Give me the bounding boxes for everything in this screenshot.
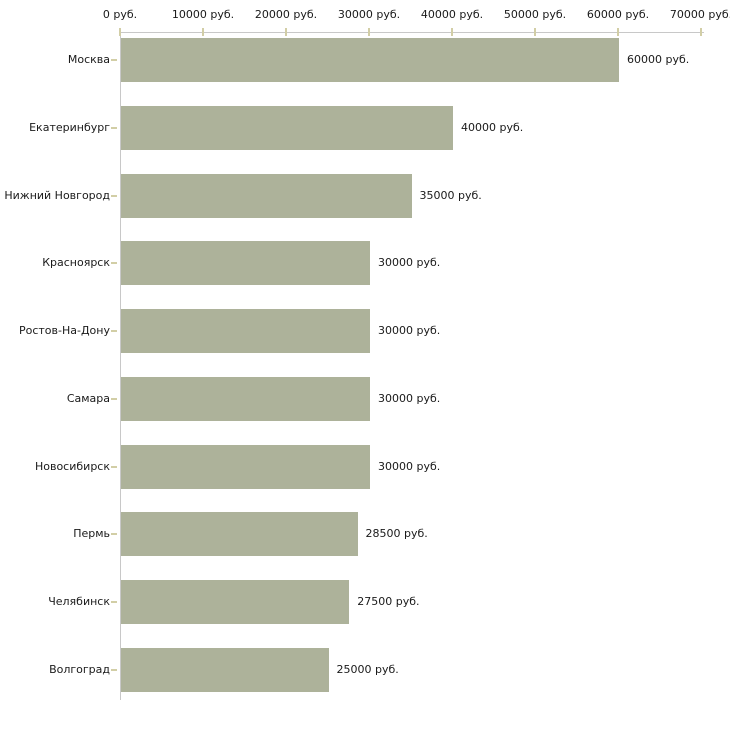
value-label: 30000 руб. (378, 324, 441, 338)
category-label: Челябинск (48, 595, 110, 609)
category-label: Нижний Новгород (4, 188, 110, 202)
bar (121, 648, 329, 693)
value-label: 30000 руб. (378, 391, 441, 405)
y-axis-tick-mark (111, 601, 117, 604)
x-axis-tick-mark (119, 28, 121, 36)
x-axis-tick-label: 50000 руб. (503, 8, 567, 21)
category-label: Волгоград (49, 663, 110, 677)
y-axis-tick-mark (111, 465, 117, 468)
x-axis-tick-label: 20000 руб. (254, 8, 318, 21)
y-axis-line (120, 32, 121, 700)
bar (121, 241, 370, 286)
y-axis-tick-mark (111, 194, 117, 197)
value-label: 30000 руб. (378, 256, 441, 270)
x-axis-tick-label: 40000 руб. (420, 8, 484, 21)
category-label: Красноярск (42, 256, 110, 270)
bar (121, 105, 453, 150)
x-axis-tick-mark (368, 28, 370, 36)
category-label: Пермь (73, 527, 110, 541)
bar (121, 376, 370, 421)
value-label: 25000 руб. (336, 663, 399, 677)
bar (121, 173, 412, 218)
value-label: 60000 руб. (627, 53, 690, 66)
y-axis-tick-mark (111, 126, 117, 129)
y-axis-tick-mark (111, 533, 117, 536)
bar (121, 580, 350, 625)
value-label: 27500 руб. (357, 595, 420, 609)
x-axis-tick-label: 70000 руб. (669, 8, 730, 21)
category-label: Новосибирск (34, 459, 110, 473)
x-axis-tick-mark (700, 28, 702, 36)
x-axis-tick-mark (285, 28, 287, 36)
category-label: Ростов-На-Дону (18, 324, 110, 338)
x-axis-tick-mark (451, 28, 453, 36)
x-axis-line (120, 32, 704, 33)
y-axis-tick-mark (111, 330, 117, 333)
x-axis-tick-label: 30000 руб. (337, 8, 401, 21)
x-axis-tick-mark (202, 28, 204, 36)
bar (121, 512, 358, 557)
x-axis-tick-mark (617, 28, 619, 36)
category-label: Екатеринбург (29, 120, 110, 134)
x-axis-tick-label: 10000 руб. (171, 8, 235, 21)
bar (121, 444, 370, 489)
category-label: Москва (67, 53, 110, 66)
y-axis-tick-mark (111, 669, 117, 672)
y-axis-tick-mark (111, 262, 117, 265)
y-axis-tick-mark (111, 397, 117, 400)
x-axis-tick-mark (534, 28, 536, 36)
value-label: 35000 руб. (419, 188, 482, 202)
x-axis-tick-label: 0 руб. (102, 8, 138, 21)
bar (121, 38, 619, 82)
value-label: 40000 руб. (461, 120, 524, 134)
bar (121, 309, 370, 354)
y-axis-tick-mark (111, 59, 117, 61)
value-label: 30000 руб. (378, 459, 441, 473)
category-label: Самара (66, 391, 110, 405)
x-axis-tick-label: 60000 руб. (586, 8, 650, 21)
value-label: 28500 руб. (365, 527, 428, 541)
